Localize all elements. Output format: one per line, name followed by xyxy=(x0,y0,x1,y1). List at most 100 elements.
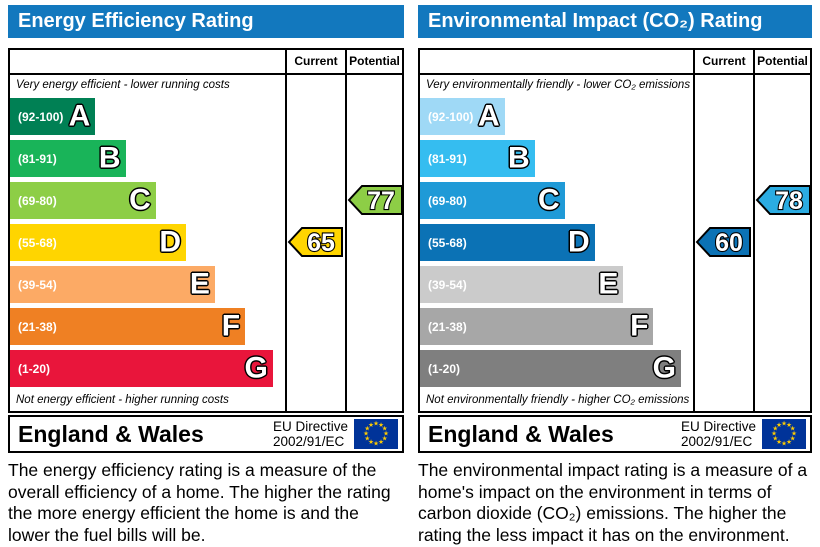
arrow-shape xyxy=(287,227,343,257)
footer: England & Wales EU Directive 2002/91/EC … xyxy=(8,415,404,453)
svg-text:★: ★ xyxy=(364,426,370,433)
bottom-caption: Not energy efficient - higher running co… xyxy=(16,394,229,406)
svg-text:★: ★ xyxy=(772,426,778,433)
current-rating-arrow: 65 xyxy=(287,227,343,258)
eu-directive-label: EU Directive 2002/91/EC xyxy=(273,419,348,449)
rating-bands: (92-100) A (81-91) B (69-80) C (55-68) D… xyxy=(420,98,693,392)
band-row-d: (55-68) D xyxy=(420,224,595,261)
page-title: Energy Efficiency Rating xyxy=(8,5,404,38)
band-range-label: (92-100) xyxy=(428,109,474,124)
band-row-c: (69-80) C xyxy=(420,182,565,219)
band-letter: B xyxy=(507,140,530,174)
svg-text:★: ★ xyxy=(786,422,792,429)
eu-directive-line1: EU Directive xyxy=(272,419,348,434)
band-row-f: (21-38) F xyxy=(10,308,246,345)
page-title: Environmental Impact (CO₂) Rating xyxy=(418,5,812,38)
environmental-impact-panel: Environmental Impact (CO₂) Rating Curren… xyxy=(418,5,812,546)
band-chart-area: Very energy efficient - lower running co… xyxy=(10,75,285,411)
svg-text:★: ★ xyxy=(378,422,384,429)
band-range-label: (1-20) xyxy=(428,361,461,376)
co2-rating-table: Current Potential Very environmentally f… xyxy=(418,48,812,413)
potential-column: 78 xyxy=(753,75,811,411)
svg-text:★: ★ xyxy=(791,431,797,438)
band-range-label: (55-68) xyxy=(428,235,467,250)
band-range-label: (81-91) xyxy=(428,151,467,166)
svg-text:★: ★ xyxy=(790,426,796,433)
band-row-b: (81-91) B xyxy=(10,140,126,177)
potential-rating-arrow: 78 xyxy=(755,185,811,216)
band-letter: A xyxy=(68,98,91,132)
svg-text:★: ★ xyxy=(790,436,796,443)
band-range-label: (69-80) xyxy=(18,193,57,208)
svg-text:★: ★ xyxy=(786,439,792,446)
band-range-label: (21-38) xyxy=(428,319,467,334)
svg-text:★: ★ xyxy=(771,431,777,438)
band-range-label: (39-54) xyxy=(428,277,467,292)
svg-text:★: ★ xyxy=(364,436,370,443)
header-spacer xyxy=(10,50,285,75)
arrow-shape xyxy=(347,185,403,215)
band-row-a: (92-100) A xyxy=(10,98,96,135)
header-spacer xyxy=(420,50,693,75)
band-letter: G xyxy=(244,350,268,384)
band-row-d: (55-68) D xyxy=(10,224,186,261)
arrow-shape xyxy=(755,185,811,215)
svg-text:★: ★ xyxy=(368,422,374,429)
band-letter: D xyxy=(568,224,590,258)
current-rating-value: 65 xyxy=(307,229,335,257)
region-label: England & Wales xyxy=(18,420,204,447)
eu-directive-line2: 2002/91/EC xyxy=(272,434,345,449)
energy-rating-description: The energy efficiency rating is a measur… xyxy=(8,460,391,545)
bottom-caption: Not environmentally friendly - higher CO… xyxy=(426,394,690,406)
eu-flag-icon: ★ ★ ★ ★ ★ ★ ★ ★ ★ ★ ★ ★ xyxy=(354,419,398,449)
band-range-label: (21-38) xyxy=(18,319,57,334)
band-letter: F xyxy=(221,308,241,342)
svg-text:★: ★ xyxy=(378,439,384,446)
current-column: 60 xyxy=(693,75,753,411)
band-chart-area: Very environmentally friendly - lower CO… xyxy=(420,75,693,411)
current-column-header: Current xyxy=(285,50,345,75)
arrow-shape xyxy=(695,227,751,257)
co2-rating-description: The environmental impact rating is a mea… xyxy=(418,460,808,545)
band-row-e: (39-54) E xyxy=(420,266,624,303)
band-range-label: (55-68) xyxy=(18,235,57,250)
top-caption: Very energy efficient - lower running co… xyxy=(16,79,230,91)
svg-text:★: ★ xyxy=(373,421,379,428)
svg-text:★: ★ xyxy=(776,439,782,446)
eu-flag-icon: ★ ★ ★ ★ ★ ★ ★ ★ ★ ★ ★ ★ xyxy=(762,419,806,449)
band-range-label: (39-54) xyxy=(18,277,57,292)
band-letter: E xyxy=(598,266,619,300)
svg-text:★: ★ xyxy=(363,431,369,438)
svg-text:★: ★ xyxy=(781,441,787,448)
current-rating-value: 60 xyxy=(715,229,743,257)
band-letter: F xyxy=(630,308,649,342)
current-column-header: Current xyxy=(693,50,753,75)
band-range-label: (92-100) xyxy=(18,109,64,124)
potential-column-header: Potential xyxy=(345,50,402,75)
svg-text:★: ★ xyxy=(382,436,388,443)
band-letter: E xyxy=(189,266,210,300)
svg-text:★: ★ xyxy=(776,422,782,429)
eu-directive-label: EU Directive 2002/91/EC xyxy=(681,419,756,449)
band-range-label: (1-20) xyxy=(18,361,51,376)
potential-rating-value: 77 xyxy=(367,187,395,215)
band-row-b: (81-91) B xyxy=(420,140,535,177)
band-letter: C xyxy=(129,182,151,216)
potential-column: 77 xyxy=(345,75,403,411)
band-row-f: (21-38) F xyxy=(420,308,654,345)
region-label: England & Wales xyxy=(428,420,614,447)
band-row-e: (39-54) E xyxy=(10,266,215,303)
svg-text:★: ★ xyxy=(373,441,379,448)
svg-text:★: ★ xyxy=(368,439,374,446)
energy-efficiency-panel: Energy Efficiency Rating Current Potenti… xyxy=(8,5,404,546)
eu-directive-line2: 2002/91/EC xyxy=(680,434,753,449)
band-letter: D xyxy=(159,224,181,258)
footer: England & Wales EU Directive 2002/91/EC … xyxy=(418,415,812,453)
band-letter: B xyxy=(98,140,121,174)
band-row-g: (1-20) G xyxy=(10,350,273,387)
band-range-label: (69-80) xyxy=(428,193,467,208)
top-caption: Very environmentally friendly - lower CO… xyxy=(426,79,691,91)
eu-directive-line1: EU Directive xyxy=(680,419,756,434)
potential-rating-arrow: 77 xyxy=(347,185,403,216)
band-row-a: (92-100) A xyxy=(420,98,505,135)
